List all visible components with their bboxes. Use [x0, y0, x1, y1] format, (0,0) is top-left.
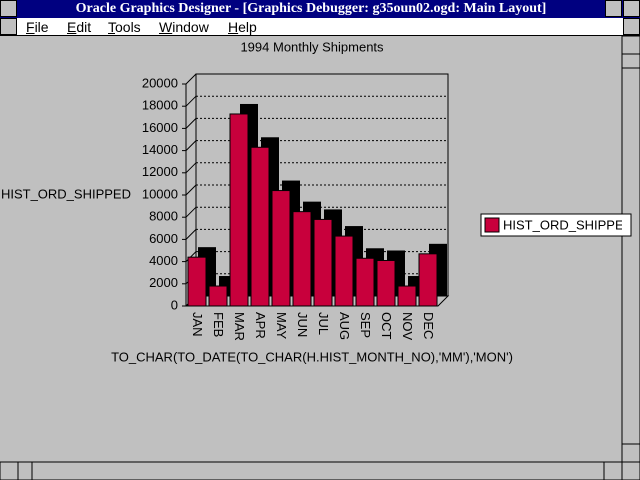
scroll-thumb[interactable] [17, 461, 33, 480]
depth-line [185, 162, 197, 174]
client-area: 1994 Monthly Shipments 0 2000 4000 6000 8000 1… [0, 36, 640, 480]
bar [334, 235, 354, 307]
x-tick-label: MAR [232, 312, 247, 341]
y-tick-label: 16000 [142, 120, 178, 135]
x-tick-label: SEP [358, 312, 373, 338]
depth-line [185, 73, 197, 85]
y-tick-label: 12000 [142, 164, 178, 179]
horizontal-scrollbar[interactable] [0, 461, 623, 480]
x-tick-label: APR [253, 312, 268, 339]
menu-item[interactable]: Edit [67, 19, 92, 35]
legend: HIST_ORD_SHIPPED [503, 217, 633, 232]
bar [292, 211, 312, 307]
depth-line [185, 95, 197, 107]
y-tick-label: 18000 [142, 98, 178, 113]
x-tick-label: NOV [400, 312, 415, 341]
scroll-left-button[interactable] [0, 461, 19, 480]
menu-item[interactable]: Window [159, 19, 209, 35]
menu-item[interactable]: Help [228, 19, 257, 35]
x-tick-label: JUL [316, 312, 331, 335]
vertical-scrollbar[interactable] [621, 36, 640, 463]
x-tick-label: FEB [211, 312, 226, 337]
minimize-button[interactable] [605, 0, 622, 17]
depth-line [185, 118, 197, 129]
x-tick-label: MAY [274, 312, 289, 340]
scroll-right-button[interactable] [603, 461, 623, 480]
x-tick-label: OCT [379, 312, 394, 340]
bar [187, 256, 207, 307]
depth-line [185, 140, 197, 151]
y-tick-label: 2000 [149, 275, 178, 290]
x-tick-label: JUN [295, 312, 310, 337]
scroll-thumb[interactable] [621, 53, 640, 69]
bar [208, 285, 228, 307]
maximize-button[interactable] [623, 0, 640, 17]
menu-item[interactable]: File [26, 19, 49, 35]
legend-swatch [484, 217, 500, 233]
y-tick-label: 4000 [149, 253, 178, 268]
scroll-up-button[interactable] [621, 36, 640, 55]
system-menu-button[interactable] [0, 0, 17, 17]
y-tick-label: 14000 [142, 142, 178, 157]
bar [271, 190, 291, 307]
menu-item[interactable]: Tools [108, 19, 141, 35]
window-title: Oracle Graphics Designer - [Graphics Deb… [75, 1, 547, 16]
legend-box [480, 213, 632, 237]
size-box [621, 461, 640, 480]
y-tick-label: 8000 [149, 209, 178, 224]
chart-title: 1994 Monthly Shipments [240, 39, 384, 54]
legend-label: HIST_ORD_SHIPPED [503, 217, 633, 232]
y-tick-label: 10000 [142, 186, 178, 201]
scroll-down-button[interactable] [621, 443, 640, 463]
document-menu-button[interactable] [0, 18, 17, 35]
y-tick-label: 0 [171, 297, 178, 312]
y-tick-label: 20000 [142, 75, 178, 90]
title-bar: Oracle Graphics Designer - [Graphics Deb… [0, 0, 640, 18]
depth-line [185, 229, 197, 240]
bar [355, 257, 375, 307]
bar [250, 146, 270, 307]
y-axis-title: HIST_ORD_SHIPPED [1, 186, 131, 201]
bar [397, 285, 417, 307]
x-tick-label: JAN [190, 312, 205, 337]
x-axis-title: TO_CHAR(TO_DATE(TO_CHAR(H.HIST_MONTH_NO)… [111, 349, 513, 364]
bar [418, 253, 438, 307]
y-tick-label: 6000 [149, 231, 178, 246]
depth-line [185, 206, 197, 218]
bar [313, 218, 333, 307]
x-tick-label: DEC [421, 312, 436, 339]
document-restore-button[interactable] [623, 18, 640, 35]
depth-line [185, 184, 197, 196]
bar [376, 259, 396, 307]
x-tick-label: AUG [337, 312, 352, 340]
menu-bar: File Edit Tools Window Help [0, 18, 640, 36]
bar [229, 113, 249, 307]
